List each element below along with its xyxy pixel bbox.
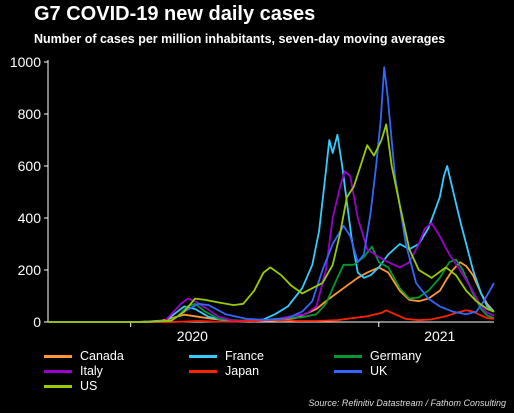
y-tick-label: 200 <box>18 262 42 278</box>
legend-label: US <box>80 379 98 393</box>
line-chart: 0 200 400 600 800 1000 2020 2021 <box>10 54 495 344</box>
legend-item-france: France <box>189 349 264 363</box>
y-tick-label: 400 <box>18 210 42 226</box>
series-line-canada <box>48 261 495 323</box>
legend-label: Japan <box>225 364 260 378</box>
y-tick-label: 1000 <box>10 54 41 70</box>
legend-label: Germany <box>370 349 422 363</box>
legend-swatch <box>334 354 362 358</box>
legend-swatch <box>189 369 217 373</box>
source-note: Source: Refinitiv Datastream / Fathom Co… <box>308 398 506 408</box>
legend-item-uk: UK <box>334 364 387 378</box>
series-line-japan <box>48 309 495 323</box>
legend-label: Canada <box>80 349 124 363</box>
legend-swatch <box>44 369 72 373</box>
legend-swatch <box>189 354 217 358</box>
legend-item-germany: Germany <box>334 349 421 363</box>
y-tick-label: 800 <box>18 106 42 122</box>
chart-legend: Canada France Germany Italy Japan UK US <box>44 349 504 397</box>
legend-label: Italy <box>80 364 103 378</box>
legend-swatch <box>44 354 72 358</box>
series-line-france <box>48 133 495 323</box>
legend-item-us: US <box>44 379 97 393</box>
y-tick-label: 0 <box>33 314 41 330</box>
legend-item-canada: Canada <box>44 349 124 363</box>
chart-title: G7 COVID-19 new daily cases <box>34 3 316 25</box>
x-tick-label: 2021 <box>424 328 455 344</box>
legend-label: UK <box>370 364 388 378</box>
x-tick-label: 2020 <box>177 328 208 344</box>
chart-subtitle: Number of cases per million inhabitants,… <box>34 32 446 46</box>
legend-label: France <box>225 349 264 363</box>
series-line-germany <box>48 245 495 323</box>
series-line-us <box>48 123 495 323</box>
legend-swatch <box>334 369 362 373</box>
y-tick-label: 600 <box>18 158 42 174</box>
legend-swatch <box>44 384 72 388</box>
series-line-uk <box>48 66 495 323</box>
legend-item-japan: Japan <box>189 364 259 378</box>
legend-item-italy: Italy <box>44 364 103 378</box>
